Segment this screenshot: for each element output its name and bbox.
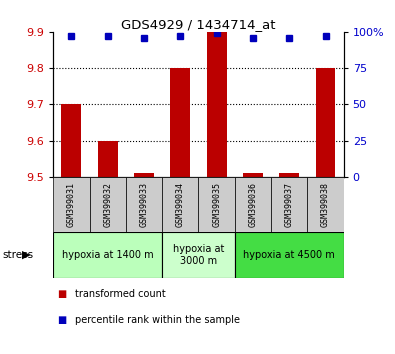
Bar — [126, 177, 162, 232]
Text: GSM399038: GSM399038 — [321, 182, 330, 227]
Text: GSM399032: GSM399032 — [103, 182, 112, 227]
Bar — [235, 232, 344, 278]
Bar — [271, 177, 307, 232]
Bar — [170, 68, 190, 177]
Text: transformed count: transformed count — [75, 289, 166, 299]
Bar — [199, 177, 235, 232]
Bar — [235, 177, 271, 232]
Bar — [279, 173, 299, 177]
Text: ■: ■ — [57, 289, 66, 299]
Bar — [90, 177, 126, 232]
Bar — [98, 141, 118, 177]
Bar — [162, 232, 235, 278]
Text: hypoxia at 4500 m: hypoxia at 4500 m — [243, 250, 335, 260]
Text: hypoxia at
3000 m: hypoxia at 3000 m — [173, 244, 224, 266]
Bar — [207, 32, 227, 177]
Bar — [316, 68, 335, 177]
Bar — [62, 104, 81, 177]
Bar — [53, 177, 90, 232]
Text: GSM399031: GSM399031 — [67, 182, 76, 227]
Text: GSM399036: GSM399036 — [248, 182, 258, 227]
Text: ■: ■ — [57, 315, 66, 325]
Text: GSM399037: GSM399037 — [285, 182, 294, 227]
Bar — [134, 173, 154, 177]
Text: GSM399035: GSM399035 — [212, 182, 221, 227]
Bar — [307, 177, 344, 232]
Bar — [243, 173, 263, 177]
Bar — [162, 177, 199, 232]
Text: GSM399033: GSM399033 — [139, 182, 149, 227]
Text: ▶: ▶ — [22, 250, 30, 260]
Text: GSM399034: GSM399034 — [176, 182, 185, 227]
Title: GDS4929 / 1434714_at: GDS4929 / 1434714_at — [121, 18, 276, 31]
Bar — [53, 232, 162, 278]
Text: hypoxia at 1400 m: hypoxia at 1400 m — [62, 250, 154, 260]
Text: stress: stress — [2, 250, 33, 260]
Text: percentile rank within the sample: percentile rank within the sample — [75, 315, 240, 325]
